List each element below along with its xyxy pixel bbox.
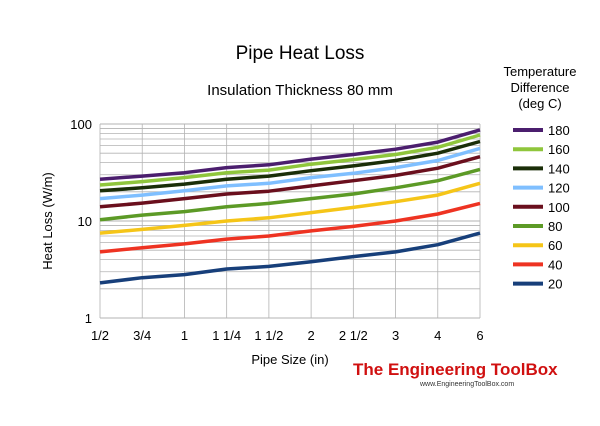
series-line-120 [99, 146, 481, 201]
series-line-140 [99, 139, 481, 193]
x-axis-label: Pipe Size (in) [251, 352, 328, 367]
brand-url: www.EngineeringToolBox.com [419, 381, 514, 388]
legend-label-100: 100 [548, 200, 570, 215]
legend-title-line-2: Difference [510, 80, 569, 95]
chart-subtitle: Insulation Thickness 80 mm [207, 82, 393, 99]
series-line-20 [99, 231, 481, 285]
series-line-60 [99, 181, 481, 235]
legend-title-line-1: Temperature [504, 64, 577, 79]
series-line-100 [99, 155, 481, 209]
x-tick-label: 4 [434, 328, 441, 343]
chart-title: Pipe Heat Loss [236, 43, 365, 64]
x-tick-label: 1 [181, 328, 188, 343]
legend-label-80: 80 [548, 219, 562, 234]
x-tick-labels: 1/2 3/4 1 1 1/4 1 1/2 2 2 1/2 3 4 6 [91, 328, 484, 343]
series-line-180 [99, 128, 481, 181]
y-tick-label: 10 [78, 214, 92, 229]
legend-label-40: 40 [548, 257, 562, 272]
brand-logo: The Engineering ToolBox [353, 360, 558, 379]
legend: 180 160 140 120 100 80 60 40 20 [513, 123, 570, 292]
x-tick-label: 2 1/2 [339, 328, 368, 343]
grid-lines [99, 123, 481, 319]
series-line-40 [99, 201, 481, 254]
x-tick-label: 2 [307, 328, 314, 343]
series-lines [99, 128, 481, 285]
x-tick-label: 6 [476, 328, 483, 343]
legend-label-160: 160 [548, 142, 570, 157]
series-line-160 [99, 133, 481, 187]
legend-label-140: 140 [548, 161, 570, 176]
y-tick-labels: 1 10 100 [70, 117, 92, 326]
legend-title-line-3: (deg C) [518, 96, 561, 111]
y-tick-label: 100 [70, 117, 92, 132]
y-tick-label: 1 [85, 311, 92, 326]
legend-label-20: 20 [548, 277, 562, 292]
x-tick-label: 3 [392, 328, 399, 343]
series-line-80 [99, 167, 481, 222]
x-tick-label: 3/4 [133, 328, 151, 343]
x-tick-label: 1/2 [91, 328, 109, 343]
x-tick-label: 1 1/4 [212, 328, 241, 343]
legend-label-60: 60 [548, 238, 562, 253]
legend-label-180: 180 [548, 123, 570, 138]
x-tick-label: 1 1/2 [254, 328, 283, 343]
legend-label-120: 120 [548, 181, 570, 196]
y-axis-label: Heat Loss (W/m) [40, 172, 55, 270]
